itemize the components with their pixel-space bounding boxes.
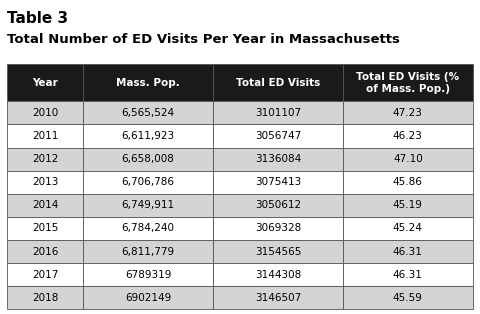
Text: Total ED Visits: Total ED Visits: [236, 78, 320, 88]
Bar: [7, 171, 83, 194]
Bar: [7, 286, 83, 309]
Bar: [7, 148, 83, 171]
Bar: [83, 171, 213, 194]
Bar: [213, 64, 343, 101]
Bar: [343, 124, 473, 148]
Bar: [213, 148, 343, 171]
Text: 2012: 2012: [32, 154, 58, 164]
Text: 6,811,779: 6,811,779: [121, 246, 175, 257]
Text: 45.19: 45.19: [393, 200, 423, 210]
Bar: [343, 263, 473, 286]
Bar: [83, 194, 213, 217]
Bar: [83, 64, 213, 101]
Text: 6,706,786: 6,706,786: [121, 177, 174, 187]
Bar: [7, 64, 83, 101]
Bar: [7, 217, 83, 240]
Text: 46.31: 46.31: [393, 270, 423, 280]
Text: 6902149: 6902149: [125, 293, 171, 303]
Bar: [213, 171, 343, 194]
Bar: [7, 194, 83, 217]
Text: 6789319: 6789319: [125, 270, 171, 280]
Bar: [343, 240, 473, 263]
Bar: [343, 101, 473, 124]
Text: 6,658,008: 6,658,008: [121, 154, 174, 164]
Text: Table 3: Table 3: [7, 11, 68, 26]
Bar: [343, 286, 473, 309]
Bar: [7, 240, 83, 263]
Bar: [213, 240, 343, 263]
Text: 3146507: 3146507: [255, 293, 301, 303]
Bar: [213, 101, 343, 124]
Text: 45.59: 45.59: [393, 293, 423, 303]
Bar: [343, 217, 473, 240]
Text: 3075413: 3075413: [255, 177, 301, 187]
Text: 46.31: 46.31: [393, 246, 423, 257]
Bar: [83, 240, 213, 263]
Text: 2015: 2015: [32, 224, 58, 233]
Text: 47.23: 47.23: [393, 108, 423, 118]
Bar: [213, 263, 343, 286]
Text: Mass. Pop.: Mass. Pop.: [116, 78, 180, 88]
Text: 2017: 2017: [32, 270, 58, 280]
Text: 3056747: 3056747: [255, 131, 301, 141]
Text: 46.23: 46.23: [393, 131, 423, 141]
Text: 6,784,240: 6,784,240: [121, 224, 174, 233]
Text: 3069328: 3069328: [255, 224, 301, 233]
Text: 2014: 2014: [32, 200, 58, 210]
Text: 2010: 2010: [32, 108, 58, 118]
Bar: [83, 263, 213, 286]
Bar: [83, 286, 213, 309]
Text: 2013: 2013: [32, 177, 58, 187]
Text: 45.24: 45.24: [393, 224, 423, 233]
Bar: [213, 194, 343, 217]
Text: Year: Year: [32, 78, 58, 88]
Bar: [213, 286, 343, 309]
Bar: [83, 148, 213, 171]
Bar: [7, 263, 83, 286]
Text: Total ED Visits (%
of Mass. Pop.): Total ED Visits (% of Mass. Pop.): [356, 72, 459, 94]
Text: 2018: 2018: [32, 293, 58, 303]
Bar: [83, 217, 213, 240]
Text: 3101107: 3101107: [255, 108, 301, 118]
Text: 47.10: 47.10: [393, 154, 423, 164]
Text: 6,565,524: 6,565,524: [121, 108, 175, 118]
Bar: [213, 217, 343, 240]
Bar: [7, 101, 83, 124]
Text: 2011: 2011: [32, 131, 58, 141]
Text: 3050612: 3050612: [255, 200, 301, 210]
Bar: [343, 171, 473, 194]
Text: 2016: 2016: [32, 246, 58, 257]
Bar: [83, 124, 213, 148]
Text: 45.86: 45.86: [393, 177, 423, 187]
Bar: [343, 194, 473, 217]
Bar: [7, 124, 83, 148]
Text: 3154565: 3154565: [255, 246, 301, 257]
Bar: [343, 64, 473, 101]
Bar: [343, 148, 473, 171]
Text: 6,611,923: 6,611,923: [121, 131, 175, 141]
Bar: [213, 124, 343, 148]
Text: 3144308: 3144308: [255, 270, 301, 280]
Bar: [83, 101, 213, 124]
Text: Total Number of ED Visits Per Year in Massachusetts: Total Number of ED Visits Per Year in Ma…: [7, 33, 400, 46]
Text: 3136084: 3136084: [255, 154, 301, 164]
Text: 6,749,911: 6,749,911: [121, 200, 175, 210]
